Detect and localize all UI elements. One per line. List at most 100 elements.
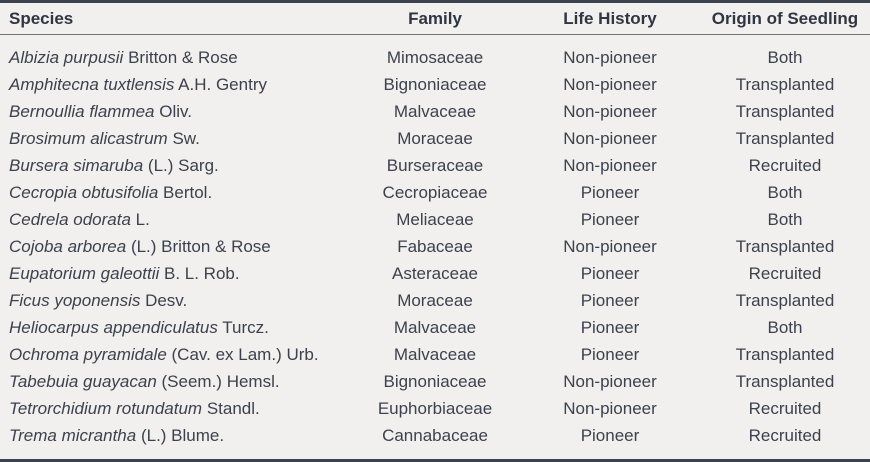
column-header-species: Species: [0, 3, 360, 35]
family-cell: Mimosaceae: [386, 47, 484, 67]
family-cell: Cecropiaceae: [382, 182, 488, 202]
family-cell: Burseraceae: [386, 155, 484, 175]
life-history-cell: Pioneer: [580, 317, 640, 337]
table-row: Heliocarpus appendiculatus Turcz. Malvace…: [0, 314, 870, 341]
species-authority: (L.) Britton & Rose: [130, 236, 271, 256]
table-row: Ficus yoponensis Desv. Moraceae Pioneer Tra…: [0, 287, 870, 314]
table-body: Albizia purpusii Britton & Rose Mimosacea…: [0, 35, 870, 450]
origin-cell: Recruited: [748, 398, 822, 418]
family-cell: Meliaceae: [396, 209, 474, 229]
table-row: Bernoullia flammea Oliv. Malvaceae Non-pio…: [0, 98, 870, 125]
family-cell: Moraceae: [397, 290, 473, 310]
species-name: Trema micrantha: [9, 425, 137, 445]
table-row: Cojoba arborea (L.) Britton & Rose Fabace…: [0, 233, 870, 260]
species-cell: Amphitecna tuxtlensis A.H. Gentry: [0, 71, 360, 98]
origin-cell: Transplanted: [735, 101, 835, 121]
table-row: Eupatorium galeottii B. L. Rob. Asteracea…: [0, 260, 870, 287]
species-name: Brosimum alicastrum: [9, 128, 168, 148]
species-authority: (Seem.) Hemsl.: [161, 371, 280, 391]
species-authority: A.H. Gentry: [178, 74, 267, 94]
species-authority: B. L. Rob.: [164, 263, 240, 283]
species-name: Albizia purpusii: [9, 47, 124, 67]
species-name: Tabebuia guayacan: [9, 371, 157, 391]
origin-cell: Transplanted: [735, 371, 835, 391]
origin-cell: Both: [767, 317, 803, 337]
life-history-cell: Non-pioneer: [563, 398, 657, 418]
species-cell: Tetrorchidium rotundatum Standl.: [0, 395, 360, 422]
column-header-origin: Origin of Seedling: [710, 3, 870, 35]
species-cell: Cojoba arborea (L.) Britton & Rose: [0, 233, 360, 260]
species-cell: Trema micrantha (L.) Blume.: [0, 422, 360, 449]
column-header-life-history: Life History: [510, 3, 710, 35]
species-cell: Cecropia obtusifolia Bertol.: [0, 179, 360, 206]
life-history-cell: Non-pioneer: [563, 47, 657, 67]
table-row: Bursera simaruba (L.) Sarg. Burseraceae No…: [0, 152, 870, 179]
species-cell: Bernoullia flammea Oliv.: [0, 98, 360, 125]
family-cell: Asteraceae: [392, 263, 478, 283]
life-history-cell: Pioneer: [580, 290, 640, 310]
species-name: Cecropia obtusifolia: [9, 182, 159, 202]
life-history-cell: Non-pioneer: [563, 101, 657, 121]
origin-cell: Recruited: [748, 263, 822, 283]
species-name: Bernoullia flammea: [9, 101, 155, 121]
origin-cell: Recruited: [748, 425, 822, 445]
life-history-cell: Pioneer: [580, 209, 640, 229]
table-header: Species Family Life History Origin of Se…: [0, 3, 870, 35]
table-row: Cedrela odorata L. Meliaceae Pioneer Both: [0, 206, 870, 233]
species-name: Ficus yoponensis: [9, 290, 141, 310]
table-row: Amphitecna tuxtlensis A.H. Gentry Bignoni…: [0, 71, 870, 98]
species-authority: Oliv.: [159, 101, 192, 121]
origin-cell: Recruited: [748, 155, 822, 175]
origin-cell: Transplanted: [735, 290, 835, 310]
life-history-cell: Non-pioneer: [563, 74, 657, 94]
species-authority: Britton & Rose: [128, 47, 238, 67]
species-cell: Bursera simaruba (L.) Sarg.: [0, 152, 360, 179]
species-cell: Albizia purpusii Britton & Rose: [0, 35, 360, 72]
family-cell: Bignoniaceae: [383, 74, 487, 94]
life-history-cell: Non-pioneer: [563, 155, 657, 175]
species-authority: (Cav. ex Lam.) Urb.: [171, 344, 319, 364]
family-cell: Bignoniaceae: [383, 371, 487, 391]
family-cell: Fabaceae: [397, 236, 473, 256]
species-cell: Brosimum alicastrum Sw.: [0, 125, 360, 152]
family-cell: Euphorbiaceae: [377, 398, 493, 418]
table-row: Brosimum alicastrum Sw. Moraceae Non-pione…: [0, 125, 870, 152]
table-row: Ochroma pyramidale (Cav. ex Lam.) Urb. Ma…: [0, 341, 870, 368]
species-name: Amphitecna tuxtlensis: [9, 74, 175, 94]
species-name: Tetrorchidium rotundatum: [9, 398, 203, 418]
species-name: Ochroma pyramidale: [9, 344, 167, 364]
family-cell: Moraceae: [397, 128, 473, 148]
origin-cell: Both: [767, 47, 803, 67]
life-history-cell: Pioneer: [580, 263, 640, 283]
family-cell: Cannabaceae: [382, 425, 488, 445]
species-cell: Ficus yoponensis Desv.: [0, 287, 360, 314]
table-row: Tabebuia guayacan (Seem.) Hemsl. Bignonia…: [0, 368, 870, 395]
species-cell: Ochroma pyramidale (Cav. ex Lam.) Urb.: [0, 341, 360, 368]
life-history-cell: Pioneer: [580, 344, 640, 364]
species-cell: Cedrela odorata L.: [0, 206, 360, 233]
origin-cell: Transplanted: [735, 344, 835, 364]
family-cell: Malvaceae: [393, 317, 477, 337]
family-cell: Malvaceae: [393, 101, 477, 121]
family-cell: Malvaceae: [393, 344, 477, 364]
species-authority: L.: [135, 209, 150, 229]
table-row: Tetrorchidium rotundatum Standl. Euphorbi…: [0, 395, 870, 422]
table-row: Cecropia obtusifolia Bertol. Cecropiaceae…: [0, 179, 870, 206]
origin-cell: Transplanted: [735, 236, 835, 256]
table-row: Albizia purpusii Britton & Rose Mimosacea…: [0, 35, 870, 72]
species-table: Species Family Life History Origin of Se…: [0, 3, 870, 449]
species-cell: Tabebuia guayacan (Seem.) Hemsl.: [0, 368, 360, 395]
species-name: Cojoba arborea: [9, 236, 127, 256]
species-authority: Sw.: [172, 128, 200, 148]
species-authority: Bertol.: [163, 182, 213, 202]
species-name: Heliocarpus appendiculatus: [9, 317, 218, 337]
life-history-cell: Pioneer: [580, 425, 640, 445]
header-row: Species Family Life History Origin of Se…: [0, 3, 870, 35]
species-name: Bursera simaruba: [9, 155, 144, 175]
species-cell: Eupatorium galeottii B. L. Rob.: [0, 260, 360, 287]
species-authority: (L.) Sarg.: [147, 155, 219, 175]
origin-cell: Both: [767, 209, 803, 229]
species-authority: Desv.: [145, 290, 188, 310]
life-history-cell: Pioneer: [580, 182, 640, 202]
